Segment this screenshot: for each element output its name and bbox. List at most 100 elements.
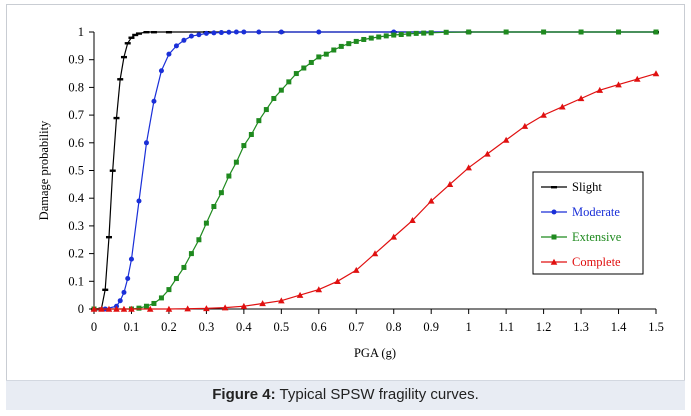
- x-tick-label: 0.9: [423, 320, 439, 334]
- x-tick-label: 0: [91, 320, 97, 334]
- data-point: [338, 43, 344, 49]
- data-point: [446, 181, 454, 188]
- data-point: [211, 30, 217, 36]
- y-tick-label: 0.2: [68, 247, 84, 261]
- data-point: [259, 300, 266, 307]
- data-point: [181, 264, 187, 270]
- data-point: [413, 30, 419, 36]
- data-point: [150, 31, 157, 34]
- data-point: [315, 286, 323, 293]
- data-point: [203, 220, 209, 226]
- x-tick-label: 0.6: [311, 320, 327, 334]
- data-point: [226, 173, 232, 179]
- legend-swatch-marker: [551, 209, 557, 215]
- data-point: [308, 59, 314, 65]
- data-point: [286, 79, 292, 85]
- y-tick-label: 0.9: [68, 53, 84, 67]
- data-point: [241, 143, 247, 149]
- data-point: [173, 43, 179, 49]
- data-point: [278, 297, 285, 304]
- data-point: [125, 276, 131, 282]
- data-point: [158, 68, 164, 74]
- x-tick-label: 0.4: [236, 320, 252, 334]
- x-tick-label: 0.5: [274, 320, 290, 334]
- data-point: [128, 36, 135, 39]
- data-point: [278, 29, 284, 35]
- y-tick-label: 0.5: [68, 164, 84, 178]
- data-point: [578, 29, 584, 35]
- data-point: [559, 103, 566, 110]
- data-point: [653, 29, 659, 35]
- series-line-moderate: [94, 31, 656, 310]
- data-point: [165, 305, 173, 312]
- data-point: [391, 32, 397, 38]
- x-axis-title: PGA (g): [354, 346, 396, 360]
- data-point: [166, 287, 172, 293]
- data-point: [301, 65, 307, 71]
- data-point: [376, 34, 382, 40]
- y-tick-label: 0.1: [68, 274, 84, 288]
- series-complete: [90, 70, 660, 312]
- x-tick-label: 1: [466, 320, 472, 334]
- data-point: [203, 305, 210, 312]
- data-point: [521, 122, 529, 129]
- data-point: [120, 55, 127, 59]
- data-point: [196, 32, 202, 38]
- fragility-chart: 0 0.1 0.2 0.3 0.4 0.5 0.6 0.7 0.8 0.9 1 0 0.1 0.2 0.3 0…: [37, 25, 664, 360]
- data-point: [323, 51, 329, 57]
- data-point: [109, 169, 116, 172]
- x-tick-label: 1.5: [648, 320, 664, 334]
- y-tick-label: 0: [78, 302, 84, 316]
- figure-caption: Figure 4: Typical SPSW fragility curves.: [6, 380, 685, 410]
- data-point: [128, 256, 134, 262]
- legend-swatch-marker: [550, 258, 558, 265]
- data-point: [241, 29, 247, 35]
- legend-item-moderate: Moderate: [541, 205, 620, 219]
- data-point: [203, 30, 209, 36]
- data-point: [371, 250, 379, 257]
- data-point: [121, 289, 127, 295]
- x-tick-label: 1.2: [536, 320, 552, 334]
- x-tick-label: 0.1: [124, 320, 140, 334]
- y-tick-label: 0.7: [68, 108, 84, 122]
- data-point: [117, 78, 124, 81]
- data-point: [334, 278, 341, 284]
- data-point: [98, 305, 105, 312]
- data-point: [120, 305, 128, 312]
- data-point: [353, 38, 359, 44]
- data-point: [540, 111, 547, 118]
- data-point: [263, 107, 269, 113]
- x-tick-label: 0.8: [386, 320, 402, 334]
- data-point: [211, 204, 217, 210]
- data-point: [368, 35, 374, 41]
- data-point: [406, 31, 412, 37]
- data-point: [502, 136, 510, 143]
- legend-label: Extensive: [572, 230, 622, 244]
- data-point: [346, 41, 352, 47]
- data-point: [427, 197, 435, 204]
- data-point: [278, 87, 284, 93]
- caption-label: Figure 4:: [212, 386, 276, 403]
- data-point: [409, 217, 416, 224]
- series-extensive: [91, 29, 659, 312]
- y-tick-label: 0.3: [68, 219, 84, 233]
- data-point: [166, 51, 172, 57]
- legend-swatch-marker: [551, 234, 557, 240]
- y-tick-label: 0.4: [68, 191, 84, 205]
- data-point: [465, 164, 472, 171]
- data-point: [652, 70, 660, 77]
- data-point: [316, 54, 322, 60]
- data-point: [616, 29, 622, 35]
- legend-label: Slight: [572, 180, 602, 194]
- data-point: [146, 305, 154, 312]
- x-tick-label: 1.1: [498, 320, 514, 334]
- data-point: [196, 237, 202, 243]
- data-point: [503, 29, 509, 35]
- data-point: [256, 29, 262, 35]
- data-point: [143, 303, 149, 309]
- data-point: [541, 29, 547, 35]
- data-point: [226, 29, 232, 35]
- x-tick-label: 1.4: [611, 320, 627, 334]
- data-point: [398, 31, 404, 37]
- y-tick-label: 1: [78, 25, 84, 39]
